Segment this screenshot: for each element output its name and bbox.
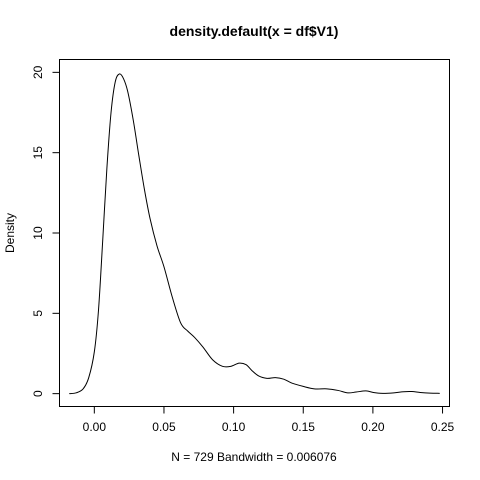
chart-title: density.default(x = df$V1) xyxy=(170,23,339,39)
density-curve xyxy=(69,73,440,395)
x-tick-label: 0.00 xyxy=(83,420,107,434)
y-axis: 0 5 10 15 20 xyxy=(31,65,60,397)
x-axis-label: N = 729 Bandwidth = 0.006076 xyxy=(171,450,337,464)
x-tick-label: 0.15 xyxy=(292,420,316,434)
plot-frame xyxy=(59,59,450,407)
x-axis: 0.00 0.05 0.10 0.15 0.20 0.25 xyxy=(83,406,455,434)
x-tick-label: 0.20 xyxy=(361,420,385,434)
y-tick-label: 0 xyxy=(31,390,45,397)
x-tick-label: 0.10 xyxy=(222,420,246,434)
x-tick-label: 0.05 xyxy=(152,420,176,434)
y-tick-label: 15 xyxy=(31,146,45,160)
y-axis-label: Density xyxy=(3,213,17,253)
y-tick-label: 10 xyxy=(31,226,45,240)
y-tick-label: 5 xyxy=(31,310,45,317)
y-tick-label: 20 xyxy=(31,65,45,79)
x-tick-label: 0.25 xyxy=(431,420,455,434)
